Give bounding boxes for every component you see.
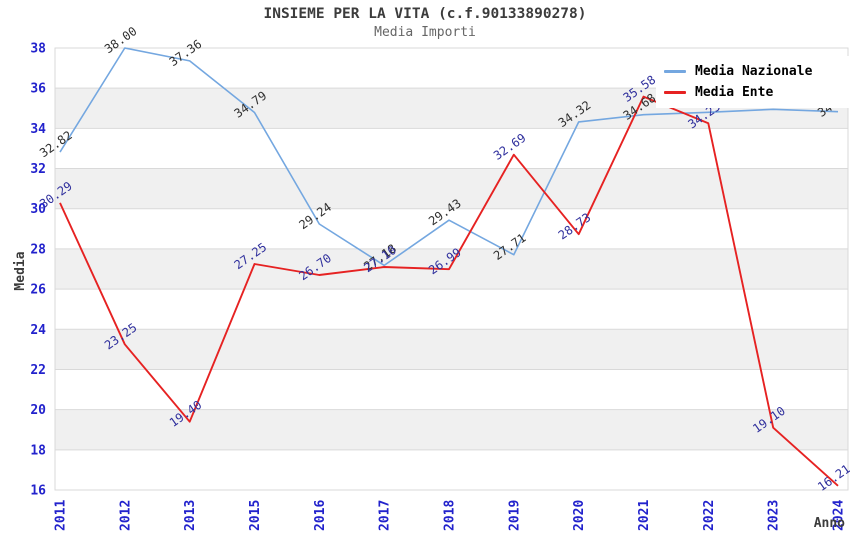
plot-band (55, 369, 848, 410)
y-tick-label: 26 (30, 283, 46, 298)
legend-swatch-ente-icon (664, 91, 686, 94)
legend-item-media-ente: Media Ente (664, 85, 850, 100)
plot-band (55, 128, 848, 169)
y-tick-label: 28 (30, 242, 46, 257)
plot-band (55, 248, 848, 290)
y-tick-label: 38 (30, 42, 46, 57)
y-tick-label: 30 (30, 202, 46, 217)
x-tick-label: 2015 (248, 500, 263, 531)
x-tick-label: 2023 (767, 500, 782, 531)
plot-band (55, 329, 848, 370)
y-tick-label: 20 (30, 403, 46, 418)
x-tick-label: 2011 (54, 500, 69, 531)
series-line-media-ente (59, 95, 839, 487)
series-line-media-nazionale (59, 47, 839, 267)
legend: Media Nazionale Media Ente (656, 56, 850, 108)
x-tick-label: 2017 (378, 500, 393, 531)
x-tick-label: 2012 (118, 500, 133, 531)
legend-label-nazionale: Media Nazionale (695, 64, 813, 79)
plot-band (55, 409, 848, 450)
x-axis-title: Anno (814, 516, 845, 531)
y-tick-label: 32 (30, 162, 46, 177)
y-tick-label: 22 (30, 363, 46, 378)
x-tick-label: 2019 (507, 500, 522, 531)
x-tick-label: 2013 (183, 500, 198, 531)
x-tick-label: 2022 (702, 500, 717, 531)
y-tick-label: 24 (30, 323, 46, 338)
plot-band (55, 208, 848, 249)
x-tick-label: 2018 (443, 500, 458, 531)
x-tick-label: 2024 (832, 500, 847, 531)
chart-title: INSIEME PER LA VITA (c.f.90133890278) (263, 6, 587, 22)
y-axis-title: Media (13, 251, 28, 290)
y-tick-label: 18 (30, 443, 46, 458)
legend-label-ente: Media Ente (695, 85, 774, 100)
plot-border (54, 47, 849, 491)
y-tick-label: 16 (30, 484, 46, 499)
x-tick-label: 2021 (637, 500, 652, 531)
chart-subtitle: Media Importi (374, 25, 476, 40)
plot-band (55, 289, 848, 330)
y-tick-label: 34 (30, 122, 46, 137)
y-tick-label: 36 (30, 82, 46, 97)
x-tick-label: 2016 (313, 500, 328, 531)
plot-band (55, 168, 848, 209)
legend-swatch-nazionale-icon (664, 70, 686, 73)
x-tick-label: 2020 (572, 500, 587, 531)
legend-item-media-nazionale: Media Nazionale (664, 64, 850, 79)
plot-band (55, 449, 848, 490)
